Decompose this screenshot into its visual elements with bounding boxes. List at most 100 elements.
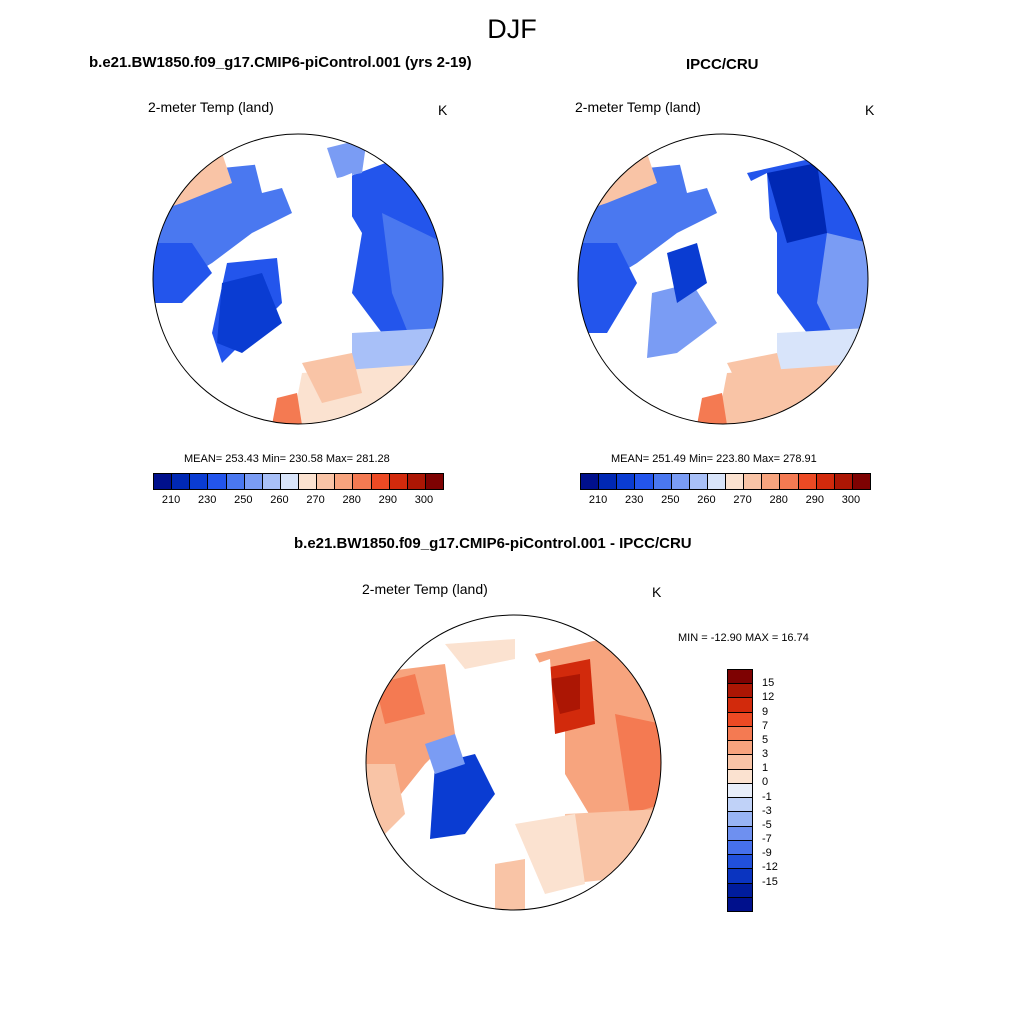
colorbar-swatch	[798, 474, 817, 489]
colorbar-tick-label: -9	[762, 847, 772, 860]
colorbar-tick-label: -15	[762, 875, 778, 888]
colorbar-tick-label: -1	[762, 790, 772, 803]
colorbar-tick-label: 210	[161, 494, 181, 506]
colorbar-tick-label: -3	[762, 804, 772, 817]
panel-3-stats: MIN = -12.90 MAX = 16.74	[678, 632, 809, 644]
colorbar-swatch	[299, 474, 318, 489]
panel-1-polar-map	[152, 133, 444, 425]
colorbar-swatch	[599, 474, 618, 489]
colorbar-swatch	[653, 474, 672, 489]
panel-2-colorbar-ticks: 210 230 250 260 270 280 290 300	[580, 494, 869, 508]
colorbar-swatch	[371, 474, 390, 489]
colorbar-swatch	[262, 474, 281, 489]
colorbar-swatch	[226, 474, 245, 489]
panel-1-title: b.e21.BW1850.f09_g17.CMIP6-piControl.001…	[89, 54, 472, 71]
panel-2-title: IPCC/CRU	[686, 56, 759, 73]
colorbar-swatch	[728, 755, 752, 770]
colorbar-swatch	[335, 474, 354, 489]
colorbar-swatch	[726, 474, 745, 489]
colorbar-tick-label: 1	[762, 762, 769, 775]
panel-3-polar-map	[365, 614, 662, 911]
colorbar-tick-label: 250	[234, 494, 253, 506]
colorbar-tick-label: 280	[769, 494, 788, 506]
colorbar-swatch	[172, 474, 191, 489]
colorbar-swatch	[852, 474, 870, 489]
colorbar-swatch	[425, 474, 443, 489]
colorbar-swatch	[728, 741, 752, 756]
colorbar-swatch	[728, 698, 752, 713]
colorbar-swatch	[728, 855, 752, 870]
colorbar-tick-label: 290	[378, 494, 397, 506]
colorbar-tick-label: 15	[762, 677, 775, 690]
colorbar-swatch	[617, 474, 636, 489]
colorbar-swatch	[728, 783, 752, 799]
colorbar-tick-label: 260	[270, 494, 289, 506]
colorbar-tick-label: -5	[762, 818, 772, 831]
colorbar-tick-label: -7	[762, 833, 772, 846]
colorbar-swatch	[728, 897, 752, 911]
colorbar-swatch	[728, 812, 752, 827]
colorbar-swatch	[671, 474, 690, 489]
colorbar-tick-label: 0	[762, 776, 769, 789]
panel-1-colorbar-ticks: 210 230 250 260 270 280 290 300	[153, 494, 442, 508]
colorbar-swatch	[816, 474, 835, 489]
colorbar-tick-label: 300	[414, 494, 434, 506]
colorbar-swatch	[244, 474, 263, 489]
colorbar-tick-label: 230	[625, 494, 644, 506]
colorbar-swatch	[728, 840, 752, 856]
colorbar-swatch	[728, 769, 752, 784]
colorbar-swatch	[407, 474, 426, 489]
panel-1-colorbar	[153, 473, 444, 490]
colorbar-swatch	[389, 474, 408, 489]
colorbar-tick-label: 230	[198, 494, 217, 506]
panel-1-variable-label: 2-meter Temp (land)	[148, 99, 274, 115]
colorbar-tick-label: 12	[762, 691, 775, 704]
colorbar-tick-label: -12	[762, 861, 778, 874]
colorbar-tick-label: 280	[342, 494, 361, 506]
panel-1-stats: MEAN= 253.43 Min= 230.58 Max= 281.28	[184, 453, 390, 465]
colorbar-tick-label: 250	[661, 494, 680, 506]
panel-2-units-label: K	[865, 102, 875, 118]
colorbar-swatch	[728, 869, 752, 884]
colorbar-swatch	[780, 474, 799, 489]
colorbar-swatch	[689, 474, 708, 489]
colorbar-swatch	[635, 474, 654, 489]
panel-3-units-label: K	[652, 584, 662, 600]
colorbar-tick-label: 290	[805, 494, 824, 506]
panel-2-stats: MEAN= 251.49 Min= 223.80 Max= 278.91	[611, 453, 817, 465]
colorbar-swatch	[190, 474, 209, 489]
colorbar-swatch	[834, 474, 853, 489]
colorbar-tick-label: 5	[762, 733, 769, 746]
panel-3-title: b.e21.BW1850.f09_g17.CMIP6-piControl.001…	[294, 535, 692, 552]
colorbar-tick-label: 270	[733, 494, 752, 506]
colorbar-swatch	[208, 474, 227, 489]
colorbar-swatch	[728, 712, 752, 727]
colorbar-swatch	[728, 726, 752, 742]
colorbar-swatch	[728, 883, 752, 898]
panel-2-colorbar	[580, 473, 871, 490]
panel-3-colorbar-ticks: 15 12 9 7 5 3 1 0 -1 -3 -5 -7 -9 -12 -15	[762, 669, 802, 910]
colorbar-swatch	[728, 826, 752, 841]
colorbar-swatch	[280, 474, 299, 489]
colorbar-tick-label: 7	[762, 719, 769, 732]
colorbar-tick-label: 9	[762, 705, 769, 718]
panel-2-variable-label: 2-meter Temp (land)	[575, 99, 701, 115]
colorbar-swatch	[728, 670, 752, 685]
panel-1-units-label: K	[438, 102, 448, 118]
panel-3-variable-label: 2-meter Temp (land)	[362, 581, 488, 597]
colorbar-tick-label: 300	[841, 494, 861, 506]
colorbar-tick-label: 270	[306, 494, 325, 506]
colorbar-swatch	[707, 474, 726, 489]
colorbar-swatch	[154, 474, 173, 489]
colorbar-swatch	[317, 474, 336, 489]
colorbar-tick-label: 210	[588, 494, 608, 506]
panel-2-polar-map	[577, 133, 869, 425]
colorbar-swatch	[728, 684, 752, 699]
colorbar-tick-label: 3	[762, 748, 769, 761]
colorbar-tick-label: 260	[697, 494, 716, 506]
colorbar-swatch	[744, 474, 763, 489]
colorbar-swatch	[353, 474, 372, 489]
panel-3-colorbar	[727, 669, 753, 912]
colorbar-swatch	[728, 798, 752, 813]
